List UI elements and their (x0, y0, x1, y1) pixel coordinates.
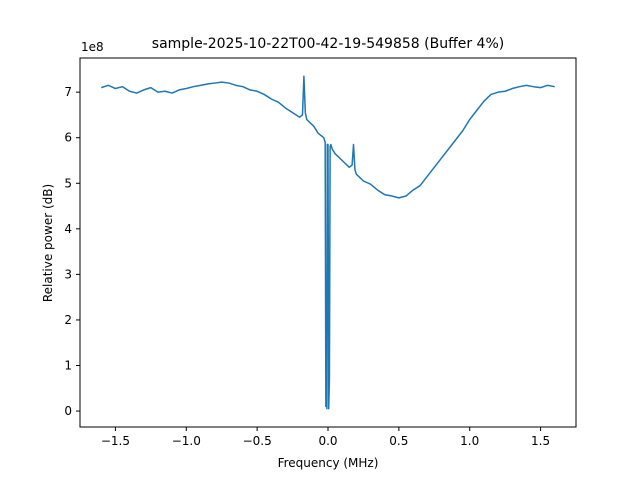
chart-title: sample-2025-10-22T00-42-19-549858 (Buffe… (152, 36, 504, 52)
plot-series-group (101, 75, 555, 410)
x-tick-label: −1.0 (172, 434, 201, 448)
y-offset-label: 1e8 (81, 40, 104, 54)
series-line-0 (101, 75, 555, 410)
x-tick-label: 1.0 (460, 434, 479, 448)
y-tick-label: 0 (64, 404, 72, 418)
x-tick-label: 1.5 (531, 434, 550, 448)
y-tick-label: 5 (64, 176, 72, 190)
y-axis-label: Relative power (dB) (41, 184, 55, 302)
x-tick-label: 0.0 (318, 434, 337, 448)
x-axis: −1.5 −1.0 −0.5 0.0 0.5 1.0 1.5 (101, 427, 550, 448)
y-axis: 0 1 2 3 4 5 6 7 (64, 85, 80, 418)
y-tick-label: 6 (64, 131, 72, 145)
y-tick-label: 1 (64, 359, 72, 373)
x-tick-label: −0.5 (243, 434, 272, 448)
y-tick-label: 3 (64, 267, 72, 281)
x-axis-label: Frequency (MHz) (278, 456, 379, 470)
y-tick-label: 7 (64, 85, 72, 99)
x-tick-label: −1.5 (101, 434, 130, 448)
x-tick-label: 0.5 (389, 434, 408, 448)
y-tick-label: 2 (64, 313, 72, 327)
y-tick-label: 4 (64, 222, 72, 236)
